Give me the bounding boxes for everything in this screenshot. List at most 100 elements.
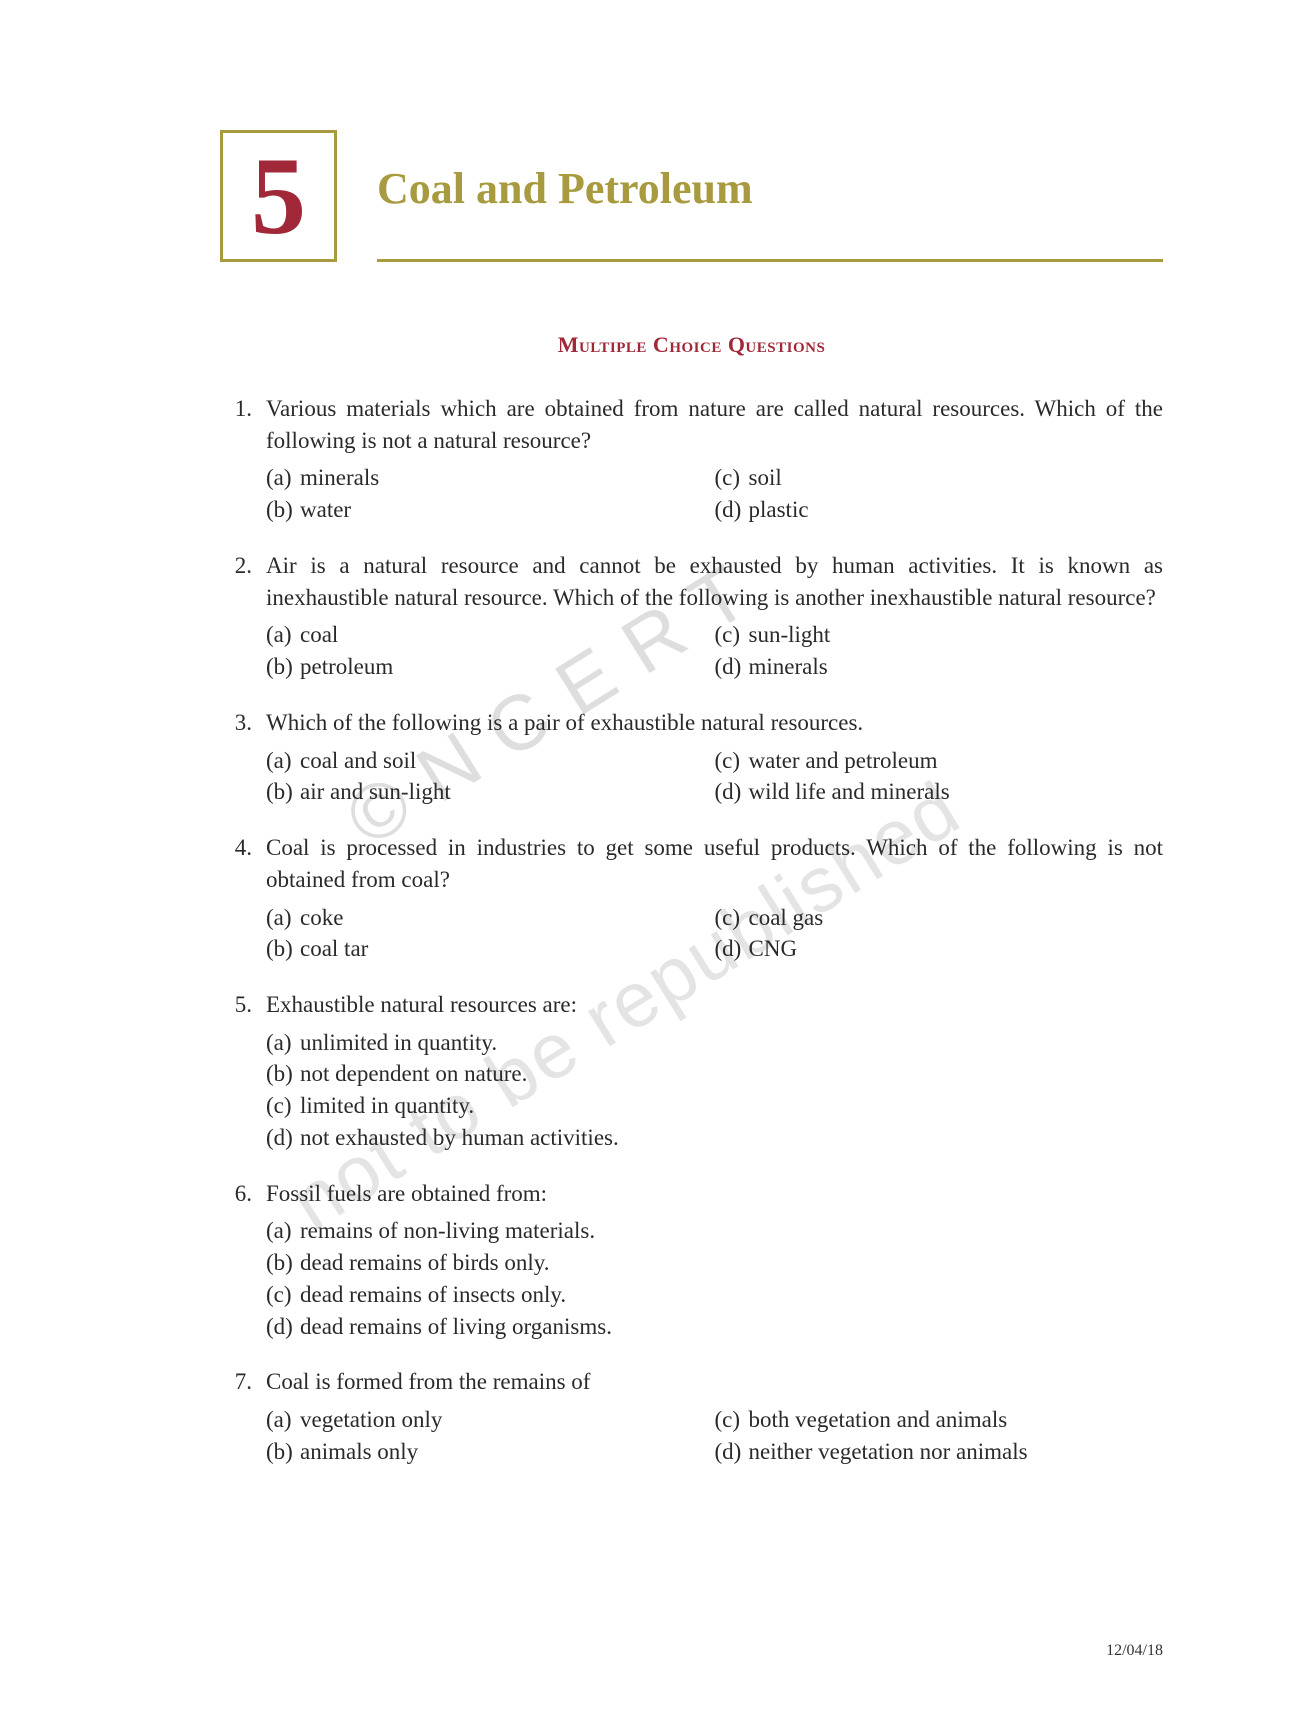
option-label: (b) [266, 933, 300, 965]
option-label: (d) [266, 1311, 300, 1343]
question-text: Coal is processed in industries to get s… [266, 832, 1163, 895]
question-text: Exhaustible natural resources are: [266, 989, 1163, 1021]
option-text: limited in quantity. [300, 1093, 474, 1118]
option: (d)not exhausted by human activities. [266, 1122, 1163, 1154]
question-body: Fossil fuels are obtained from:(a)remain… [266, 1178, 1163, 1343]
option-text: water [300, 497, 351, 522]
options-row: (a)minerals(b)water(c)soil(d)plastic [266, 462, 1163, 525]
question-number: 7. [220, 1366, 266, 1467]
option-text: coal [300, 622, 338, 647]
option-text: coke [300, 905, 343, 930]
options-col-left: (a)minerals(b)water [266, 462, 715, 525]
option-label: (d) [715, 651, 749, 683]
question: 3.Which of the following is a pair of ex… [220, 707, 1163, 808]
option-text: CNG [749, 936, 798, 961]
options-col-left: (a)coal and soil(b)air and sun-light [266, 745, 715, 808]
option: (d)minerals [715, 651, 1164, 683]
option-text: minerals [749, 654, 828, 679]
option-label: (a) [266, 902, 300, 934]
option-label: (b) [266, 651, 300, 683]
option: (d)neither vegetation nor animals [715, 1436, 1164, 1468]
option-label: (c) [715, 745, 749, 777]
options-col-right: (c)sun-light(d)minerals [715, 619, 1164, 682]
option-label: (b) [266, 776, 300, 808]
question-text: Air is a natural resource and cannot be … [266, 550, 1163, 613]
option: (b)air and sun-light [266, 776, 715, 808]
question: 1.Various materials which are obtained f… [220, 393, 1163, 526]
options-row: (a)coal and soil(b)air and sun-light(c)w… [266, 745, 1163, 808]
question-body: Which of the following is a pair of exha… [266, 707, 1163, 808]
page-content: 5 Coal and Petroleum Multiple Choice Que… [220, 130, 1163, 1468]
question-text: Coal is formed from the remains of [266, 1366, 1163, 1398]
question: 7.Coal is formed from the remains of (a)v… [220, 1366, 1163, 1467]
option-label: (a) [266, 1027, 300, 1059]
question: 5.Exhaustible natural resources are:(a)u… [220, 989, 1163, 1154]
option: (d)dead remains of living organisms. [266, 1311, 1163, 1343]
options-col: (a)remains of non-living materials.(b)de… [266, 1215, 1163, 1342]
option: (c)sun-light [715, 619, 1164, 651]
option-label: (d) [266, 1122, 300, 1154]
chapter-number: 5 [251, 141, 306, 251]
question-number: 2. [220, 550, 266, 683]
option: (a)remains of non-living materials. [266, 1215, 1163, 1247]
option: (c)water and petroleum [715, 745, 1164, 777]
question: 4.Coal is processed in industries to get… [220, 832, 1163, 965]
option-label: (c) [266, 1279, 300, 1311]
question-number: 1. [220, 393, 266, 526]
option-text: dead remains of birds only. [300, 1250, 550, 1275]
question-text: Which of the following is a pair of exha… [266, 707, 1163, 739]
option-label: (a) [266, 1404, 300, 1436]
option: (b)water [266, 494, 715, 526]
option-text: both vegetation and animals [749, 1407, 1008, 1432]
option-text: petroleum [300, 654, 393, 679]
option-text: minerals [300, 465, 379, 490]
option: (d)plastic [715, 494, 1164, 526]
questions-list: 1.Various materials which are obtained f… [220, 393, 1163, 1468]
option: (b)animals only [266, 1436, 715, 1468]
chapter-number-box: 5 [220, 130, 337, 262]
option-label: (d) [715, 1436, 749, 1468]
option-label: (c) [715, 462, 749, 494]
question-body: Coal is formed from the remains of (a)veg… [266, 1366, 1163, 1467]
option-label: (a) [266, 619, 300, 651]
section-heading: Multiple Choice Questions [220, 332, 1163, 358]
option-text: unlimited in quantity. [300, 1030, 497, 1055]
option: (b)not dependent on nature. [266, 1058, 1163, 1090]
question: 6.Fossil fuels are obtained from:(a)rema… [220, 1178, 1163, 1343]
options-col-left: (a)coke(b)coal tar [266, 902, 715, 965]
option-text: remains of non-living materials. [300, 1218, 595, 1243]
question-number: 3. [220, 707, 266, 808]
option: (a)coke [266, 902, 715, 934]
option-text: not dependent on nature. [300, 1061, 527, 1086]
option-text: air and sun-light [300, 779, 451, 804]
option-label: (a) [266, 462, 300, 494]
option-text: coal tar [300, 936, 368, 961]
options-col-left: (a)coal(b)petroleum [266, 619, 715, 682]
question-body: Air is a natural resource and cannot be … [266, 550, 1163, 683]
option-label: (d) [715, 776, 749, 808]
options-row: (a)vegetation only(b)animals only(c)both… [266, 1404, 1163, 1467]
question-body: Exhaustible natural resources are: (a)unl… [266, 989, 1163, 1154]
footer-date: 12/04/18 [1106, 1642, 1163, 1660]
options-row: (a)coke(b)coal tar(c)coal gas(d)CNG [266, 902, 1163, 965]
question: 2.Air is a natural resource and cannot b… [220, 550, 1163, 683]
option-label: (b) [266, 1436, 300, 1468]
option: (a)coal and soil [266, 745, 715, 777]
option: (c)coal gas [715, 902, 1164, 934]
option-label: (b) [266, 1058, 300, 1090]
option-text: sun-light [749, 622, 831, 647]
chapter-header: 5 Coal and Petroleum [220, 130, 1163, 262]
option-text: dead remains of living organisms. [300, 1314, 612, 1339]
option: (a)minerals [266, 462, 715, 494]
option-label: (a) [266, 1215, 300, 1247]
option-label: (a) [266, 745, 300, 777]
option-label: (d) [715, 494, 749, 526]
option-text: dead remains of insects only. [300, 1282, 566, 1307]
options-col-right: (c)coal gas(d)CNG [715, 902, 1164, 965]
options-col-right: (c)both vegetation and animals(d)neither… [715, 1404, 1164, 1467]
option-text: water and petroleum [749, 748, 938, 773]
option: (d)CNG [715, 933, 1164, 965]
option: (b)petroleum [266, 651, 715, 683]
chapter-title-wrap: Coal and Petroleum [377, 130, 1163, 262]
option-label: (b) [266, 1247, 300, 1279]
